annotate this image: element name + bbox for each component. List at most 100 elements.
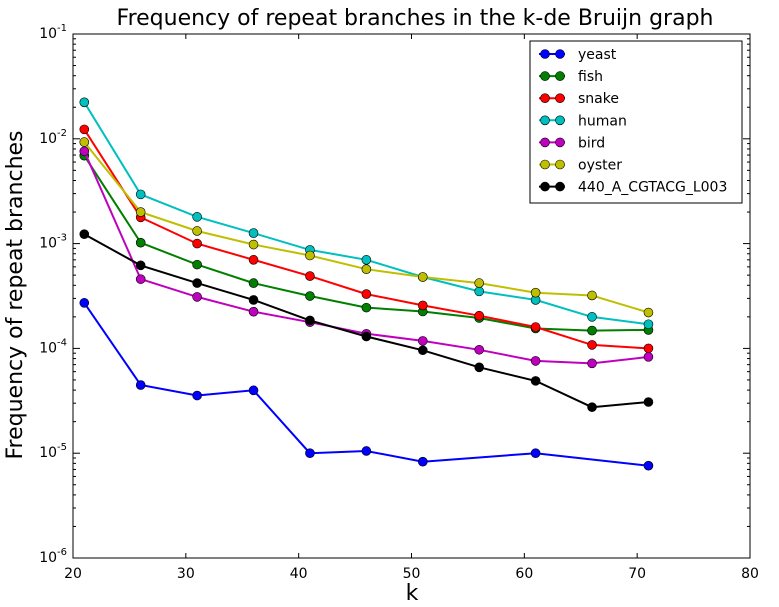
data-point xyxy=(305,271,315,281)
y-tick-label: 10-2 xyxy=(39,128,67,147)
data-point xyxy=(587,340,597,350)
data-point xyxy=(587,358,597,369)
data-point xyxy=(248,295,259,305)
legend-marker xyxy=(555,115,565,126)
data-point xyxy=(361,255,372,265)
data-point xyxy=(361,331,372,342)
legend-marker xyxy=(540,93,550,103)
data-point xyxy=(79,137,90,147)
data-point xyxy=(248,278,259,288)
legend-marker xyxy=(555,181,565,192)
legend-label: snake xyxy=(578,91,619,107)
series-layer xyxy=(79,97,654,471)
y-axis-label: Frequency of repeat branches xyxy=(3,130,28,459)
legend-marker xyxy=(555,159,565,170)
data-point xyxy=(417,456,428,467)
data-point xyxy=(474,362,485,373)
data-point xyxy=(135,260,146,271)
data-point xyxy=(474,344,485,355)
data-point xyxy=(474,278,485,288)
data-point xyxy=(135,189,146,200)
data-point xyxy=(417,345,428,356)
legend-label: bird xyxy=(578,135,605,151)
data-point xyxy=(192,238,202,249)
y-tick-label: 10-5 xyxy=(39,442,67,461)
data-point xyxy=(587,402,597,412)
legend-label: 440_A_CGTACG_L003 xyxy=(578,180,727,196)
legend-label: oyster xyxy=(578,158,622,174)
legend-entry: bird xyxy=(539,135,605,151)
data-point xyxy=(192,212,202,222)
data-point xyxy=(192,259,202,270)
legend-marker xyxy=(555,137,565,148)
legend-label: human xyxy=(578,113,627,129)
legend-marker xyxy=(540,137,550,148)
legend-entry: 440_A_CGTACG_L003 xyxy=(539,180,727,196)
data-point xyxy=(587,290,597,301)
series-oyster xyxy=(79,137,654,318)
data-point xyxy=(248,239,259,250)
x-tick-label: 30 xyxy=(177,566,195,582)
data-point xyxy=(192,292,202,302)
y-tick-label: 10-4 xyxy=(39,337,67,356)
data-point xyxy=(79,146,90,157)
legend-entry: fish xyxy=(539,69,603,85)
data-point xyxy=(79,124,90,135)
legend-marker xyxy=(555,93,565,103)
data-point xyxy=(192,390,202,401)
data-point xyxy=(587,325,597,336)
data-point xyxy=(248,228,259,238)
data-point xyxy=(474,310,485,321)
data-point xyxy=(530,376,541,386)
data-point xyxy=(305,250,315,261)
legend-label: yeast xyxy=(578,47,617,63)
data-point xyxy=(248,306,259,317)
data-point xyxy=(474,286,485,297)
x-tick-label: 80 xyxy=(741,566,759,582)
y-tick-label: 10-3 xyxy=(39,233,67,252)
series-440-a-cgtacg-l003 xyxy=(79,229,654,412)
x-tick-label: 50 xyxy=(403,566,421,582)
data-point xyxy=(643,352,654,362)
legend-marker xyxy=(555,49,565,59)
data-point xyxy=(135,274,146,284)
data-point xyxy=(530,356,541,366)
legend-frame xyxy=(529,40,743,204)
x-axis-label: k xyxy=(406,581,419,606)
x-axis-ticks: 20 30 40 50 60 70 80 xyxy=(64,34,759,582)
data-point xyxy=(248,255,259,265)
legend: yeast fish snake human bird oyster 440_A_CGTAC… xyxy=(529,40,743,204)
chart-title: Frequency of repeat branches in the k-de… xyxy=(117,6,714,31)
data-point xyxy=(361,446,372,456)
legend-marker xyxy=(540,115,550,126)
legend-entry: yeast xyxy=(539,47,617,63)
x-tick-label: 70 xyxy=(628,566,646,582)
legend-entry: snake xyxy=(539,91,619,107)
legend-entry: oyster xyxy=(539,158,622,174)
data-point xyxy=(587,312,597,322)
data-point xyxy=(79,298,90,308)
data-point xyxy=(417,272,428,282)
data-point xyxy=(643,343,654,354)
data-point xyxy=(248,385,259,396)
series-yeast xyxy=(79,298,654,471)
legend-marker xyxy=(555,71,565,81)
legend-entry: human xyxy=(539,113,627,129)
legend-marker xyxy=(540,181,550,192)
data-point xyxy=(192,226,202,236)
data-point xyxy=(643,460,654,471)
legend-label: fish xyxy=(578,69,603,85)
data-point xyxy=(79,229,90,239)
y-tick-label: 10-1 xyxy=(39,23,67,42)
legend-marker xyxy=(540,49,550,59)
data-point xyxy=(135,207,146,217)
series-snake xyxy=(79,124,654,354)
data-point xyxy=(417,300,428,311)
data-point xyxy=(192,278,202,288)
x-tick-label: 60 xyxy=(515,566,533,582)
data-point xyxy=(643,319,654,330)
x-tick-label: 40 xyxy=(290,566,308,582)
data-point xyxy=(361,289,372,299)
y-axis-ticks: 10-6 10-5 10-4 10-3 10-2 10-1 xyxy=(39,23,750,566)
